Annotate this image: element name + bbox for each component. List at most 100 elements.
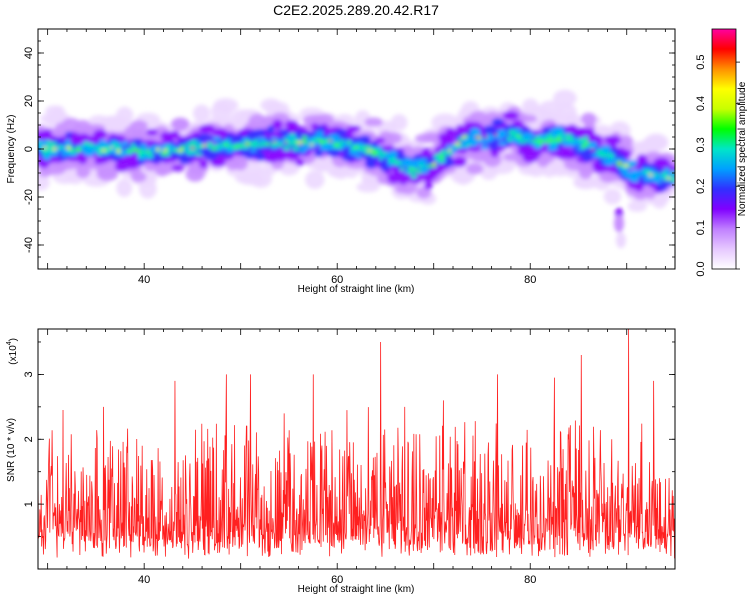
spectrogram-cell <box>364 117 383 127</box>
spectrogram-cell <box>271 142 276 149</box>
colorbar-tick-label: 0.0 <box>695 261 707 276</box>
spectrogram-cell <box>171 164 185 171</box>
spectrogram-y-tick-label: -40 <box>23 237 35 253</box>
spectrogram-cell <box>309 143 315 147</box>
spectrogram-cell <box>294 129 304 138</box>
spectrogram-y-tick-label: 0 <box>23 146 35 152</box>
spectrogram-cell <box>301 144 312 150</box>
spectrogram-x-ticks: 40 60 80 <box>47 29 666 286</box>
spectrogram-cell <box>130 171 147 183</box>
spectrogram-y-tick-label: 20 <box>23 95 35 107</box>
spectrogram-cell <box>439 155 445 160</box>
spectrogram-cell <box>413 168 418 171</box>
spectrogram-cell <box>116 149 121 154</box>
spectrogram-cell <box>380 151 388 157</box>
spectrogram-cell <box>506 136 513 142</box>
spectrogram-cell <box>245 142 249 145</box>
spectrogram-cell <box>484 133 494 141</box>
spectrogram-cell <box>334 135 341 144</box>
spectrogram-cell <box>52 147 57 151</box>
spectrogram-cell <box>194 152 203 157</box>
spectrogram-cell <box>38 173 50 191</box>
spectrogram-cell <box>490 142 499 151</box>
spectrogram-heatmap <box>38 89 675 249</box>
snr-x-ticks: 40 60 80 <box>47 329 666 586</box>
spectrogram-cell <box>315 130 324 139</box>
spectrogram-cell <box>427 164 432 167</box>
spectrogram-cell <box>422 132 441 142</box>
spectrogram-cell <box>165 150 171 157</box>
spectrogram-cell <box>47 146 53 151</box>
spectrogram-cell <box>95 145 101 151</box>
snr-x-tick-label: 40 <box>138 574 150 586</box>
spectrogram-cell <box>198 124 216 134</box>
colorbar-tick-label: 0.4 <box>695 96 707 111</box>
spectrogram-cell <box>139 143 148 149</box>
spectrogram-cell <box>555 136 561 140</box>
spectrogram-cell <box>146 149 151 154</box>
spectrogram-cell <box>656 181 669 192</box>
snr-scale-suffix: ) <box>8 338 19 341</box>
spectrogram-cell <box>332 142 338 147</box>
spectrogram-cell <box>355 154 363 159</box>
spectrogram-cell <box>458 138 463 142</box>
spectrogram-cell <box>206 141 214 148</box>
spectrogram-cell <box>339 139 345 145</box>
spectrogram-cell <box>666 176 671 180</box>
spectrogram-x-tick-label: 80 <box>524 274 536 286</box>
spectrogram-cell <box>549 138 555 142</box>
spectrogram-cell <box>558 138 563 143</box>
spectrogram-cell <box>189 139 199 146</box>
spectrogram-cell <box>191 149 198 153</box>
spectrogram-cell <box>84 150 95 157</box>
spectrogram-cell <box>402 157 413 165</box>
spectrogram-cell <box>627 200 647 212</box>
spectrogram-cell <box>42 146 48 149</box>
spectrogram-y-label: Frequency (Hz) <box>6 115 17 184</box>
spectrogram-cell <box>70 150 75 153</box>
spectrogram-cell <box>580 144 586 149</box>
spectrogram-cell <box>162 148 168 152</box>
spectrogram-cell <box>131 138 142 144</box>
snr-x-tick-label: 80 <box>524 574 536 586</box>
spectrogram-cell <box>185 166 205 182</box>
spectrogram-cell <box>353 145 359 149</box>
spectrogram-cell <box>452 156 467 168</box>
spectrogram-cell <box>190 146 194 150</box>
spectrogram-cell <box>341 154 356 162</box>
spectrogram-cell <box>392 169 404 176</box>
spectrogram-cell <box>623 163 629 167</box>
spectrogram-cell <box>292 139 299 143</box>
spectrogram-cell <box>173 148 178 152</box>
spectrogram-y-ticks: -40 -20 0 20 40 <box>23 28 675 270</box>
spectrogram-cell <box>147 153 154 158</box>
spectrogram-cell <box>185 149 193 156</box>
spectrogram-cell <box>498 141 507 147</box>
spectrogram-cell <box>553 126 565 134</box>
spectrogram-cell <box>585 151 596 159</box>
spectrogram-blobs <box>38 89 675 249</box>
spectrogram-cell <box>256 136 267 142</box>
spectrogram-cell <box>465 143 471 147</box>
spectrogram-cell <box>75 146 82 150</box>
spectrogram-cell <box>484 135 488 139</box>
spectrogram-cell <box>45 105 63 117</box>
spectrogram-cell <box>65 131 73 138</box>
spectrogram-cell <box>552 89 577 107</box>
spectrogram-cell <box>622 171 632 178</box>
spectrogram-cell <box>430 164 437 168</box>
spectrogram-cell <box>61 117 81 131</box>
spectrogram-cell <box>178 148 183 152</box>
spectrogram-cell <box>234 171 258 184</box>
spectrogram-cell <box>418 158 428 165</box>
snr-series-line <box>38 329 675 559</box>
spectrogram-cell <box>630 169 639 177</box>
spectrogram-x-tick-label: 40 <box>138 274 150 286</box>
spectrogram-cell <box>375 137 386 144</box>
spectrogram-cell <box>302 139 306 144</box>
spectrogram-cell <box>198 159 209 169</box>
spectrogram-cell <box>531 139 537 143</box>
spectrogram-cell <box>371 148 377 152</box>
spectrogram-cell <box>165 145 171 149</box>
spectrogram-x-tick-label: 60 <box>331 274 343 286</box>
